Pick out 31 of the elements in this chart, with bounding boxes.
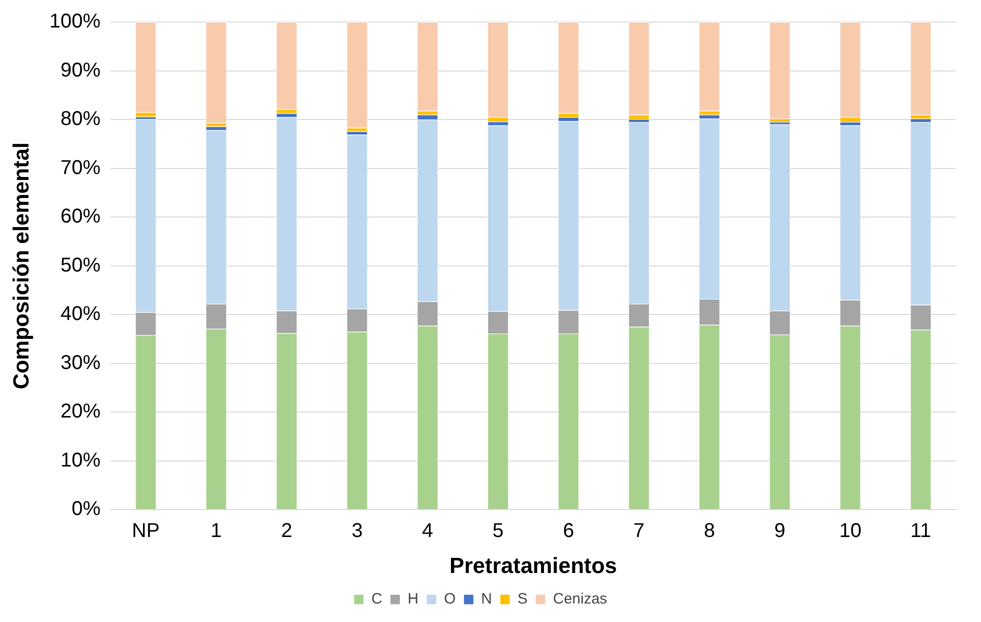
y-tick-label: 40% [60, 303, 101, 326]
legend-label: O [444, 590, 456, 608]
x-tick-label: 4 [422, 520, 434, 542]
x-tick-label: 2 [281, 520, 292, 542]
y-tick-label: 80% [60, 108, 101, 130]
y-axis-title: Composición elemental [8, 142, 34, 390]
x-tick-label: 9 [774, 520, 786, 542]
y-tick-label: 100% [49, 10, 101, 33]
x-tick-label: 1 [210, 520, 222, 542]
y-tick-label: 60% [60, 206, 101, 228]
y-tick-label: 10% [60, 449, 101, 472]
x-tick-label: 6 [562, 520, 574, 542]
y-tick-label: 70% [60, 156, 101, 179]
x-tick-label: 7 [633, 520, 645, 542]
x-tick-label: 5 [492, 520, 504, 542]
x-axis-title: Pretratamientos [450, 552, 618, 578]
x-tick-label: 10 [839, 520, 862, 542]
x-tick-label: 11 [910, 520, 932, 542]
y-tick-label: 30% [60, 352, 101, 374]
legend-label: Cenizas [552, 590, 608, 608]
x-tick-label: 8 [704, 520, 715, 542]
legend-label: S [517, 590, 528, 608]
y-tick-label: 90% [60, 59, 101, 82]
legend-label: C [371, 590, 382, 608]
x-tick-label: 3 [352, 520, 363, 542]
y-tick-label: 20% [60, 400, 101, 423]
y-tick-label: 50% [60, 254, 101, 276]
y-tick-label: 0% [72, 498, 101, 520]
x-tick-label: NP [132, 520, 160, 542]
legend-label: H [408, 590, 418, 608]
legend-label: N [481, 590, 492, 608]
